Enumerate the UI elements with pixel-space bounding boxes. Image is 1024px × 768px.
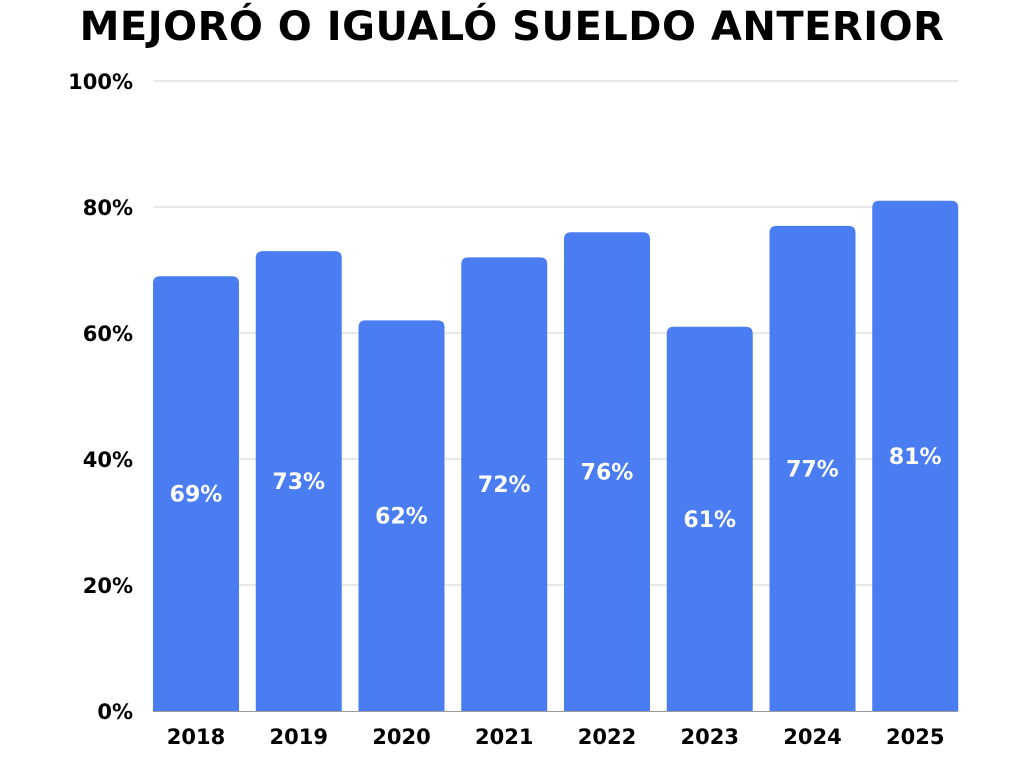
data-label: 62% bbox=[375, 505, 428, 530]
data-label: 76% bbox=[581, 461, 634, 486]
bar-2022 bbox=[564, 232, 650, 711]
data-label: 72% bbox=[478, 473, 531, 498]
x-tick-label: 2023 bbox=[681, 725, 739, 749]
x-tick-label: 2018 bbox=[167, 725, 225, 749]
bar-2021 bbox=[461, 257, 548, 711]
data-label: 69% bbox=[170, 483, 223, 508]
y-tick-label: 60% bbox=[83, 322, 133, 346]
bar-2018 bbox=[153, 276, 239, 711]
bar-2024 bbox=[769, 225, 856, 711]
y-tick-label: 0% bbox=[97, 700, 133, 724]
x-tick-label: 2025 bbox=[886, 725, 944, 749]
data-label: 77% bbox=[786, 457, 839, 482]
x-tick-label: 2024 bbox=[783, 725, 841, 749]
bar-2020 bbox=[358, 320, 445, 711]
x-tick-label: 2022 bbox=[578, 725, 636, 749]
bar-2019 bbox=[255, 251, 342, 711]
y-tick-label: 20% bbox=[83, 574, 133, 598]
data-label: 81% bbox=[889, 445, 942, 470]
y-tick-label: 40% bbox=[83, 448, 133, 472]
x-tick-label: 2020 bbox=[372, 725, 430, 749]
chart-title: MEJORÓ O IGUALÓ SUELDO ANTERIOR bbox=[79, 4, 945, 50]
data-label: 73% bbox=[272, 470, 325, 495]
data-label: 61% bbox=[683, 508, 736, 533]
x-tick-label: 2019 bbox=[270, 725, 328, 749]
x-tick-label: 2021 bbox=[475, 725, 533, 749]
y-tick-label: 80% bbox=[83, 196, 133, 220]
bar-2023 bbox=[666, 326, 753, 711]
bar-2025 bbox=[872, 200, 959, 711]
y-tick-label: 100% bbox=[68, 70, 133, 94]
